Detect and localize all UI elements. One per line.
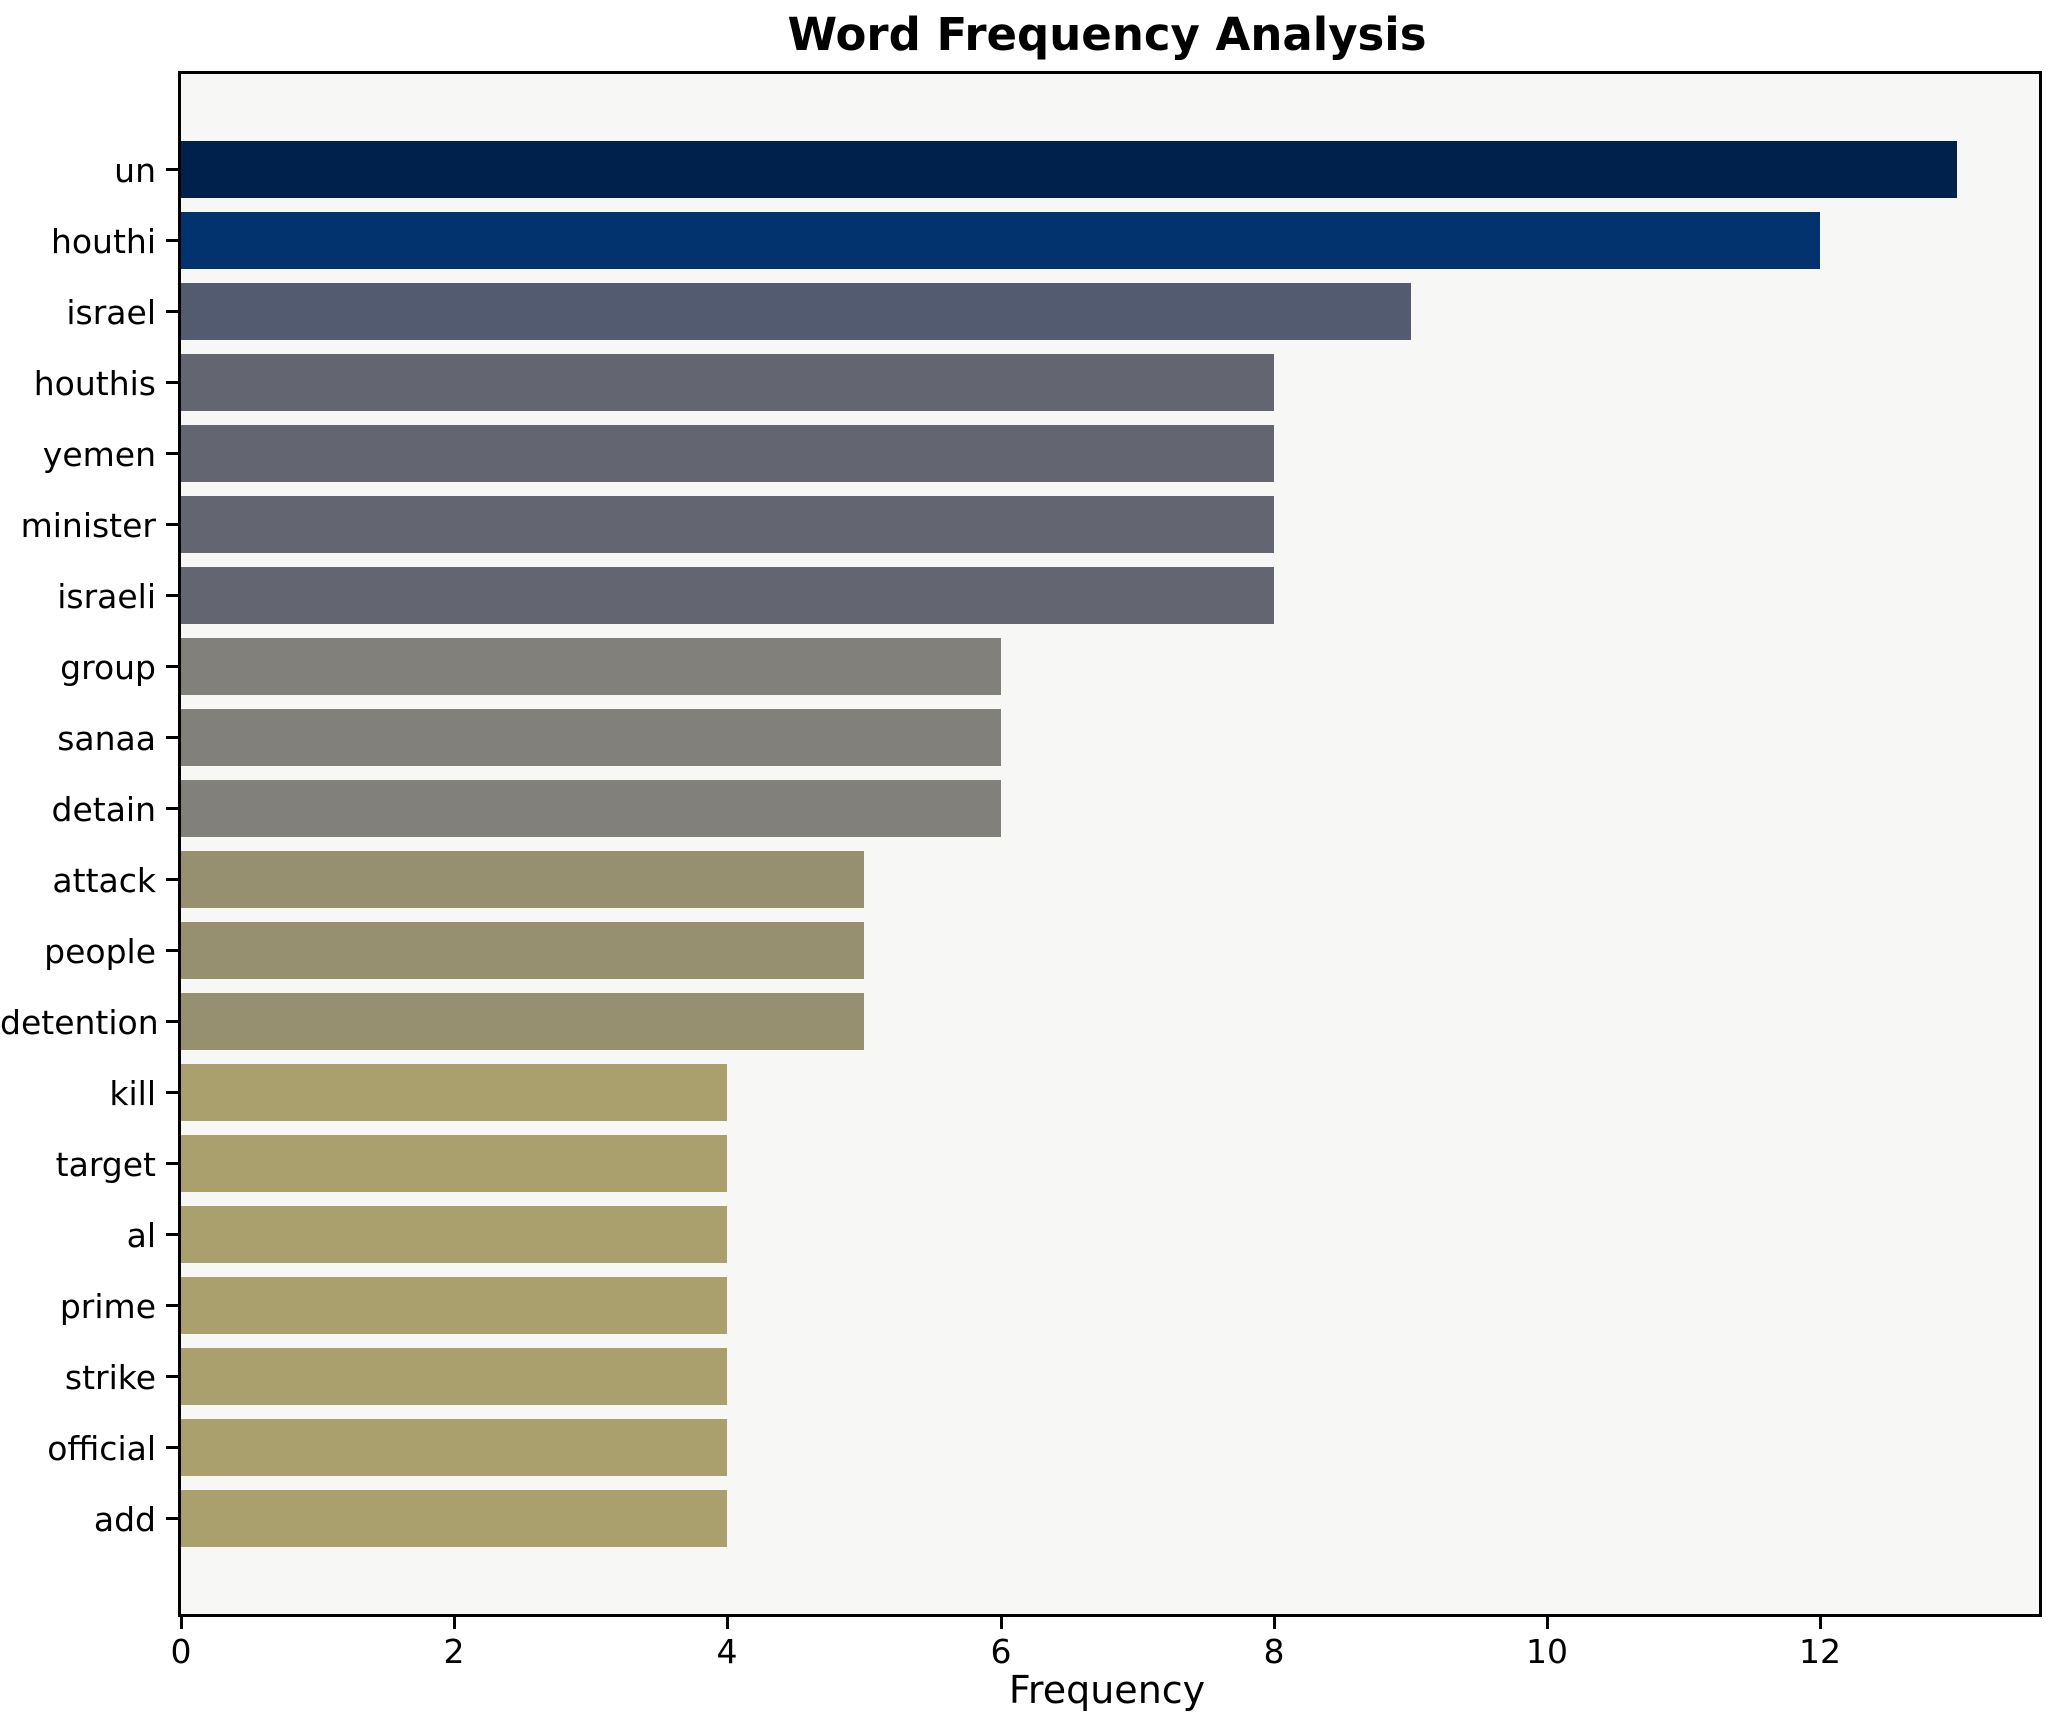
y-tick-mark <box>166 949 178 952</box>
y-tick-mark <box>166 594 178 597</box>
x-axis-label: Frequency <box>1008 1668 1206 1712</box>
y-tick-mark <box>166 1446 178 1449</box>
x-tick-label-12: 12 <box>1799 1632 1841 1671</box>
y-tick-mark <box>166 1304 178 1307</box>
x-tick-label-10: 10 <box>1526 1632 1568 1671</box>
x-tick-label-6: 6 <box>990 1632 1012 1671</box>
y-tick-label-houthi: houthi <box>50 222 156 261</box>
y-tick-label-official: official <box>47 1429 156 1468</box>
y-tick-label-people: people <box>44 932 156 971</box>
y-tick-mark <box>166 1517 178 1520</box>
bar-group <box>181 638 1001 695</box>
bar-houthis <box>181 354 1274 411</box>
x-tick-label-4: 4 <box>716 1632 738 1671</box>
y-tick-mark <box>166 381 178 384</box>
bar-kill <box>181 1064 727 1121</box>
y-tick-mark <box>166 523 178 526</box>
y-tick-mark <box>166 1020 178 1023</box>
plot-area <box>178 71 2042 1617</box>
y-tick-label-prime: prime <box>59 1287 156 1326</box>
y-tick-mark <box>166 736 178 739</box>
bar-target <box>181 1135 727 1192</box>
y-tick-label-detention: detention <box>0 1003 159 1042</box>
y-tick-label-strike: strike <box>64 1358 156 1397</box>
y-tick-label-houthis: houthis <box>33 364 156 403</box>
x-tick-mark <box>1000 1617 1003 1629</box>
bar-houthi <box>181 212 1820 269</box>
x-tick-mark <box>1546 1617 1549 1629</box>
bar-yemen <box>181 425 1274 482</box>
y-tick-mark <box>166 1162 178 1165</box>
y-tick-label-sanaa: sanaa <box>57 719 156 758</box>
bar-detention <box>181 993 864 1050</box>
bar-sanaa <box>181 709 1001 766</box>
y-tick-label-minister: minister <box>20 506 156 545</box>
bar-official <box>181 1419 727 1476</box>
y-tick-label-israel: israel <box>66 293 156 332</box>
y-tick-label-israeli: israeli <box>57 577 156 616</box>
bar-people <box>181 922 864 979</box>
y-tick-mark <box>166 239 178 242</box>
y-tick-mark <box>166 310 178 313</box>
bar-israel <box>181 283 1411 340</box>
y-tick-label-un: un <box>114 151 156 190</box>
bar-attack <box>181 851 864 908</box>
bar-detain <box>181 780 1001 837</box>
y-tick-label-target: target <box>55 1145 156 1184</box>
x-tick-mark <box>726 1617 729 1629</box>
x-tick-label-2: 2 <box>443 1632 465 1671</box>
bar-prime <box>181 1277 727 1334</box>
y-tick-label-al: al <box>126 1216 156 1255</box>
y-tick-mark <box>166 1375 178 1378</box>
y-tick-label-yemen: yemen <box>42 435 156 474</box>
y-tick-mark <box>166 807 178 810</box>
bar-israeli <box>181 567 1274 624</box>
bar-add <box>181 1490 727 1547</box>
chart-title: Word Frequency Analysis <box>787 8 1427 61</box>
y-tick-label-kill: kill <box>109 1074 156 1113</box>
y-tick-mark <box>166 1091 178 1094</box>
y-tick-label-detain: detain <box>51 790 157 829</box>
x-tick-label-0: 0 <box>170 1632 192 1671</box>
x-tick-mark <box>180 1617 183 1629</box>
y-tick-label-add: add <box>93 1500 156 1539</box>
y-tick-mark <box>166 452 178 455</box>
y-tick-mark <box>166 878 178 881</box>
y-tick-label-attack: attack <box>52 861 156 900</box>
x-tick-label-8: 8 <box>1263 1632 1285 1671</box>
x-tick-mark <box>453 1617 456 1629</box>
x-tick-mark <box>1819 1617 1822 1629</box>
bar-un <box>181 141 1957 198</box>
bar-minister <box>181 496 1274 553</box>
bar-strike <box>181 1348 727 1405</box>
y-tick-mark <box>166 665 178 668</box>
bar-al <box>181 1206 727 1263</box>
y-tick-mark <box>166 168 178 171</box>
x-tick-mark <box>1273 1617 1276 1629</box>
y-tick-label-group: group <box>60 648 156 687</box>
y-tick-mark <box>166 1233 178 1236</box>
